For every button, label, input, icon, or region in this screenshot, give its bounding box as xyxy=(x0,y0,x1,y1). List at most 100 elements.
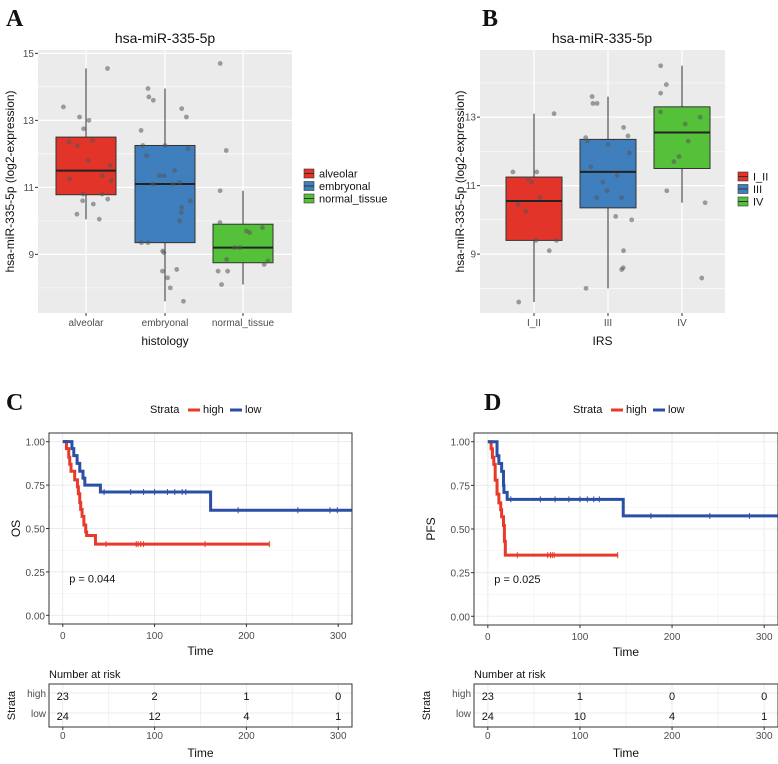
data-point xyxy=(99,191,105,197)
data-point xyxy=(150,97,156,103)
data-point xyxy=(187,198,193,204)
y-axis-label: hsa-miR-335-5p (log2-expression) xyxy=(453,90,467,272)
data-point xyxy=(594,195,600,200)
risk-row-label: low xyxy=(31,709,47,720)
data-point xyxy=(181,298,186,304)
risk-count: 12 xyxy=(148,711,160,723)
data-point xyxy=(177,218,183,224)
data-point xyxy=(671,159,677,165)
legend-title: Strata xyxy=(573,404,603,416)
p-value-annotation: p = 0.044 xyxy=(69,573,115,585)
data-point xyxy=(551,111,557,117)
data-point xyxy=(140,143,146,148)
data-point xyxy=(529,179,535,185)
data-point xyxy=(178,210,184,215)
risk-table-x-label: Time xyxy=(187,746,214,760)
data-point xyxy=(90,138,95,143)
data-point xyxy=(225,268,231,274)
data-point xyxy=(523,208,529,214)
data-point xyxy=(676,154,682,159)
x-tick-label: 100 xyxy=(572,731,589,742)
data-point xyxy=(534,169,540,175)
data-point xyxy=(533,238,539,243)
data-point xyxy=(619,267,625,272)
risk-row-label: high xyxy=(27,689,46,700)
data-point xyxy=(516,299,522,305)
x-axis-label: histology xyxy=(141,334,188,348)
y-tick-label: 0.75 xyxy=(26,481,46,492)
y-tick-label: 9 xyxy=(470,250,476,261)
risk-row-label: high xyxy=(452,689,471,700)
y-tick-label: 13 xyxy=(23,116,35,127)
risk-count: 0 xyxy=(761,691,767,703)
data-point xyxy=(224,256,230,262)
risk-count: 23 xyxy=(482,691,494,703)
box-normal_tissue xyxy=(212,223,274,264)
data-point xyxy=(145,240,151,246)
data-point xyxy=(658,90,664,96)
data-point xyxy=(61,104,66,110)
data-point xyxy=(546,248,552,254)
x-tick-label: III xyxy=(604,318,612,329)
data-point xyxy=(174,267,180,272)
data-point xyxy=(237,245,243,251)
data-point xyxy=(157,173,162,179)
data-point xyxy=(625,133,631,139)
x-tick-label: 300 xyxy=(756,632,773,643)
data-point xyxy=(105,196,111,202)
risk-table-y-label: Strata xyxy=(6,690,18,720)
y-tick-label: 15 xyxy=(23,49,35,60)
y-tick-label: 13 xyxy=(465,113,477,124)
y-tick-label: 11 xyxy=(24,183,35,194)
panel-label-d: D xyxy=(484,390,501,416)
data-point xyxy=(161,250,167,256)
legend-label: low xyxy=(245,404,262,416)
data-point xyxy=(108,178,114,184)
data-point xyxy=(77,114,82,120)
risk-count: 0 xyxy=(669,691,675,703)
y-tick-label: 1.00 xyxy=(26,438,46,449)
box-III xyxy=(579,138,637,209)
data-point xyxy=(658,63,664,69)
x-axis-label: Time xyxy=(187,644,214,658)
x-tick-label: 200 xyxy=(664,731,681,742)
data-point xyxy=(215,268,221,274)
y-axis-label: OS xyxy=(9,520,23,537)
risk-count: 23 xyxy=(57,691,69,703)
risk-table-x-label: Time xyxy=(613,746,640,760)
x-tick-label: embryonal xyxy=(142,318,189,329)
data-point xyxy=(589,94,595,99)
x-tick-label: 0 xyxy=(485,731,491,742)
data-point xyxy=(619,195,624,200)
x-tick-label: 100 xyxy=(146,731,163,742)
data-point xyxy=(184,114,189,120)
x-tick-label: I_II xyxy=(527,318,541,329)
x-tick-label: 300 xyxy=(330,631,347,642)
data-point xyxy=(554,238,559,243)
data-point xyxy=(85,158,91,163)
x-tick-label: alveolar xyxy=(68,318,104,329)
data-point xyxy=(217,220,223,225)
x-tick-label: 0 xyxy=(60,731,66,742)
data-point xyxy=(80,198,86,204)
data-point xyxy=(699,275,705,281)
x-axis-label: IRS xyxy=(592,334,612,348)
data-point xyxy=(145,86,151,91)
km-curve-high xyxy=(62,440,270,546)
data-point xyxy=(223,148,229,153)
risk-count: 1 xyxy=(335,711,341,723)
legend-label: low xyxy=(668,404,685,416)
data-point xyxy=(664,188,670,194)
data-point xyxy=(663,82,669,87)
data-point xyxy=(231,245,237,251)
box-I_II xyxy=(505,176,563,241)
legend-label: alveolar xyxy=(319,169,358,181)
risk-count: 4 xyxy=(243,711,249,723)
chart-title: hsa-miR-335-5p xyxy=(552,30,653,46)
legend-label: high xyxy=(626,404,647,416)
x-tick-label: normal_tissue xyxy=(212,318,275,329)
data-point xyxy=(179,205,185,210)
data-point xyxy=(247,230,253,235)
